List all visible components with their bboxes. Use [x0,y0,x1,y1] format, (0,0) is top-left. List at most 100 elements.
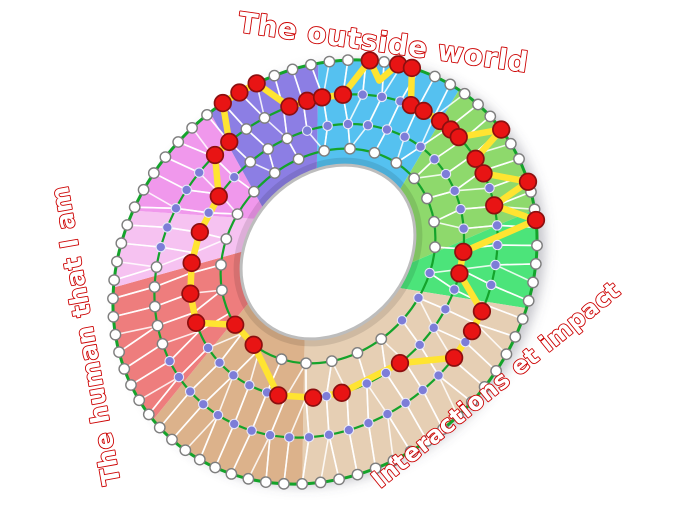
node-white[interactable] [209,461,222,474]
score-node[interactable] [205,145,225,165]
node-purple[interactable] [202,342,214,354]
node-purple[interactable] [343,424,355,436]
node-purple[interactable] [212,409,224,421]
node-purple[interactable] [362,120,374,131]
node-purple[interactable] [491,220,503,231]
node-white[interactable] [429,241,441,254]
node-white[interactable] [109,328,122,341]
node-purple[interactable] [449,185,460,197]
node-white[interactable] [115,237,128,250]
node-purple[interactable] [380,367,392,379]
node-purple[interactable] [458,223,469,234]
node-purple[interactable] [417,384,428,396]
node-white[interactable] [351,347,364,359]
node-white[interactable] [111,255,123,268]
node-purple[interactable] [363,417,374,429]
node-purple[interactable] [485,279,497,291]
score-node[interactable] [247,74,266,93]
node-white[interactable] [465,396,478,408]
node-purple[interactable] [164,355,175,367]
node-white[interactable] [147,167,160,179]
node-purple[interactable] [197,398,209,410]
node-white[interactable] [240,123,253,135]
node-white[interactable] [172,136,185,148]
node-white[interactable] [368,146,381,159]
node-white[interactable] [375,333,388,345]
score-node[interactable] [414,101,433,121]
score-node[interactable] [332,383,351,402]
node-purple[interactable] [433,370,444,381]
node-white[interactable] [318,144,331,157]
node-white[interactable] [444,78,457,91]
node-white[interactable] [421,192,433,205]
node-white[interactable] [149,300,161,313]
node-white[interactable] [404,445,417,458]
node-white[interactable] [437,423,449,436]
score-node[interactable] [485,196,504,215]
node-white[interactable] [216,284,228,297]
score-node[interactable] [360,51,379,70]
node-white[interactable] [458,87,471,100]
score-node[interactable] [474,164,493,183]
node-purple[interactable] [414,339,425,351]
node-white[interactable] [133,394,146,407]
node-white[interactable] [428,70,441,83]
node-purple[interactable] [301,125,313,136]
node-white[interactable] [148,281,161,293]
node-white[interactable] [150,261,163,273]
node-white[interactable] [186,121,198,134]
node-white[interactable] [421,435,434,447]
node-white[interactable] [220,233,233,245]
node-white[interactable] [478,381,491,393]
node-purple[interactable] [400,397,411,409]
node-purple[interactable] [244,380,255,391]
node-white[interactable] [151,319,164,332]
node-purple[interactable] [184,386,196,397]
node-purple[interactable] [214,357,225,368]
node-purple[interactable] [229,171,240,183]
score-node[interactable] [462,322,482,341]
node-purple[interactable] [170,203,182,214]
node-purple[interactable] [162,222,173,233]
score-node[interactable] [220,132,239,152]
score-node[interactable] [303,388,323,407]
node-white[interactable] [472,98,484,111]
node-purple[interactable] [155,241,167,253]
score-node[interactable] [466,149,485,168]
node-purple[interactable] [246,425,257,436]
node-white[interactable] [113,346,125,358]
node-purple[interactable] [449,284,460,295]
node-white[interactable] [275,353,288,366]
node-purple[interactable] [322,120,333,132]
node-white[interactable] [262,143,274,155]
score-node[interactable] [182,253,201,273]
score-node[interactable] [280,97,299,116]
score-node[interactable] [492,120,511,139]
node-white[interactable] [504,137,517,150]
score-node[interactable] [312,88,332,107]
node-white[interactable] [292,153,305,165]
node-white[interactable] [531,239,543,252]
node-white[interactable] [156,338,169,350]
node-white[interactable] [314,476,327,489]
score-node[interactable] [444,348,464,367]
node-white[interactable] [142,408,155,421]
score-node[interactable] [526,210,546,230]
node-white[interactable] [118,363,131,375]
node-white[interactable] [509,330,522,343]
node-white[interactable] [452,410,464,423]
node-purple[interactable] [484,182,495,194]
node-white[interactable] [341,54,354,66]
node-white[interactable] [325,355,338,368]
score-node[interactable] [454,242,473,262]
score-node[interactable] [269,386,288,405]
node-white[interactable] [529,257,542,270]
node-white[interactable] [215,258,227,271]
node-white[interactable] [107,292,119,305]
node-purple[interactable] [413,292,424,304]
node-purple[interactable] [228,370,239,381]
node-white[interactable] [231,208,244,221]
node-purple[interactable] [490,259,501,271]
score-node[interactable] [190,222,209,242]
node-white[interactable] [286,63,299,76]
